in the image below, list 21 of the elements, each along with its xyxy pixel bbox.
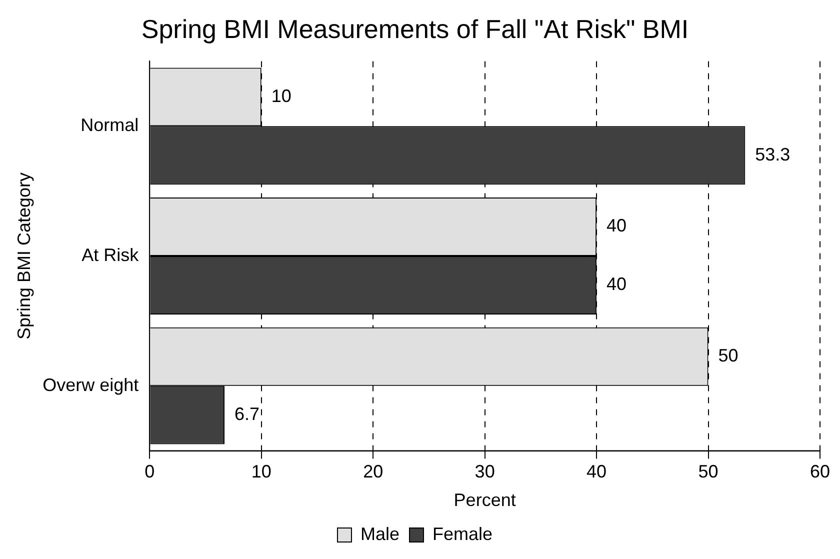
data-label: 40 [606, 216, 627, 236]
y-tick-label: At Risk [82, 244, 140, 265]
data-label: 6.7 [234, 404, 260, 424]
x-tick-label: 30 [474, 462, 495, 482]
x-tick-label: 20 [363, 462, 384, 482]
x-tick-label: 10 [251, 462, 272, 482]
legend-label: Male [360, 524, 400, 544]
y-tick-label: Normal [80, 115, 139, 136]
legend-label: Female [432, 524, 493, 544]
x-tick-label: 50 [698, 462, 718, 482]
y-tick-label: Overw eight [42, 374, 139, 395]
y-axis-title: Spring BMI Category [14, 172, 34, 340]
data-label: 40 [606, 274, 627, 294]
chart-title: Spring BMI Measurements of Fall "At Risk" BMI [141, 14, 689, 44]
x-axis-title: Percent [454, 490, 516, 510]
data-label: 10 [271, 86, 292, 106]
data-label: 50 [718, 346, 738, 366]
data-label: 53.3 [755, 144, 790, 164]
x-tick-label: 60 [810, 462, 830, 482]
x-tick-label: 0 [144, 462, 155, 482]
x-tick-label: 40 [586, 462, 607, 482]
